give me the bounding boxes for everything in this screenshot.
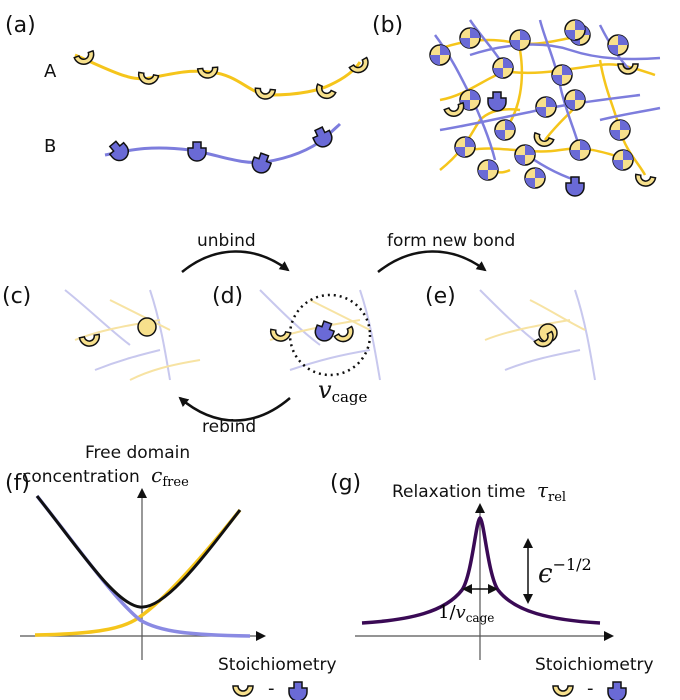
bound-pair: [524, 167, 546, 189]
g-height-exponent: −1/2: [553, 555, 592, 574]
g-ysymbol: τ: [537, 478, 549, 502]
free-cup: [533, 131, 555, 147]
bound-pair: [494, 119, 516, 141]
g-width-numerator: 1/: [438, 602, 456, 623]
free-cup: [617, 63, 639, 75]
bound-pair: [454, 136, 476, 158]
panel-b-label: (b): [372, 13, 403, 38]
f-legend-cup: [232, 685, 254, 697]
free-cup: [634, 173, 657, 187]
bound-pair: [477, 159, 499, 181]
unbind-label: unbind: [197, 231, 256, 251]
form-bond-arrow: [377, 250, 487, 273]
cage-circle: [288, 293, 372, 377]
g-ysubscript: rel: [548, 490, 566, 505]
bound-pair: [609, 119, 631, 141]
form-bond-label: form new bond: [387, 231, 515, 251]
panel-e-label: (e): [425, 284, 456, 309]
a-domain-cup: [254, 87, 277, 100]
bound-pair: [492, 57, 514, 79]
f-ylabel-text: concentration: [22, 467, 140, 487]
g-width-subscript: cage: [466, 611, 495, 625]
free-cup: [443, 101, 465, 117]
f-ylabel-line1: Free domain: [85, 443, 190, 463]
transition-arrows: unbind form new bond rebind: [178, 231, 515, 437]
rebind-arrow: [178, 396, 291, 422]
panel-f-label: (f): [5, 471, 30, 496]
g-legend-key: [607, 681, 627, 700]
b-domain-key: [312, 126, 333, 148]
bound-pair: [514, 144, 536, 166]
unbind-arrow: [181, 250, 290, 273]
d-free-cup-2: [269, 328, 292, 342]
bound-pair: [564, 89, 586, 111]
panel-e-network: [479, 289, 596, 381]
panel-f: (f) Free domain concentration cfree Stoi…: [5, 443, 337, 699]
f-xlabel: Stoichiometry: [218, 655, 337, 675]
cage-subscript: cage: [332, 388, 368, 406]
polymer-a-label: A: [44, 61, 57, 82]
panel-g-label: (g): [330, 471, 361, 496]
bound-pair: [429, 44, 451, 66]
panel-a-label: (a): [5, 13, 36, 38]
bound-pair: [535, 96, 557, 118]
free-key: [487, 91, 507, 112]
a-domain-cup: [73, 49, 95, 65]
polymer-a-chain: [74, 53, 362, 97]
g-legend-cup: [552, 685, 574, 697]
f-minus: -: [268, 678, 275, 699]
b-domain-key: [187, 141, 207, 162]
bound-pair: [459, 89, 481, 111]
free-key: [565, 176, 585, 197]
panel-d-label: (d): [212, 284, 243, 309]
a-domain-cup: [348, 56, 369, 74]
e-free-cup: [533, 330, 554, 348]
g-height-label: ϵ−1/2: [538, 555, 592, 589]
panel-c-network: [64, 289, 201, 381]
a-domain-cup: [315, 83, 337, 100]
bound-pair: [564, 19, 586, 41]
bound-pair: [551, 64, 573, 86]
f-ylabel-line2: concentration cfree: [22, 463, 189, 490]
bound-pair: [612, 149, 634, 171]
f-curve-total: [35, 495, 242, 609]
g-relaxation-curve: [361, 516, 601, 625]
f-ysymbol: c: [151, 463, 162, 487]
domain-glyphs: [73, 19, 657, 700]
a-domain-cup: [137, 71, 160, 85]
polymer-b-label: B: [44, 136, 56, 157]
g-ylabel: Relaxation time τrel: [392, 478, 566, 505]
b-domain-key: [108, 140, 130, 162]
bound-pair: [569, 139, 591, 161]
b-domain-key: [251, 152, 273, 174]
f-legend-key: [288, 681, 308, 700]
cage-volume-label: vcage: [318, 376, 368, 406]
g-ylabel-text: Relaxation time: [392, 482, 526, 502]
a-domain-cup: [196, 66, 219, 79]
g-minus: -: [587, 678, 594, 699]
panel-d-network: vcage: [259, 289, 381, 406]
c-free-cup: [78, 333, 101, 347]
polymer-b-chain: [104, 122, 342, 165]
panel-c-label: (c): [2, 284, 31, 309]
cage-symbol: v: [318, 376, 332, 404]
g-height-symbol: ϵ: [538, 559, 553, 589]
bound-pair: [509, 29, 531, 51]
bound-pair: [607, 34, 629, 56]
g-xlabel: Stoichiometry: [535, 655, 654, 675]
panel-g: (g) Relaxation time τrel ϵ−1/2 1/vcage S…: [330, 471, 654, 699]
rebind-label: rebind: [202, 417, 256, 437]
bound-pair: [459, 27, 481, 49]
g-width-symbol: v: [456, 602, 466, 623]
g-width-label: 1/vcage: [438, 602, 494, 625]
d-free-key: [314, 320, 336, 342]
d-free-cup: [333, 325, 354, 343]
panel-a: (a) A B: [5, 13, 362, 165]
f-ysubscript: free: [162, 475, 189, 490]
